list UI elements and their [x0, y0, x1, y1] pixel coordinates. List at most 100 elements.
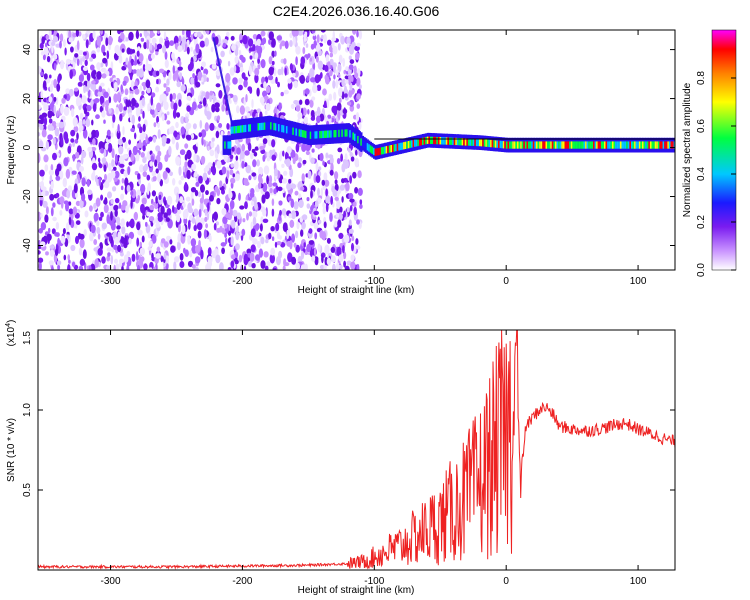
- spectrogram-noise-cell: [132, 69, 138, 74]
- spectrogram-noise-cell: [68, 208, 74, 215]
- spectrogram-noise-cell: [68, 37, 73, 43]
- spectrogram-noise-cell: [80, 155, 84, 165]
- spectrogram-noise-cell: [168, 72, 172, 81]
- spectrogram-noise-cell: [113, 244, 118, 250]
- spectrogram-noise-cell: [282, 188, 285, 194]
- spectrogram-noise-cell: [38, 104, 41, 110]
- spectrogram-noise-cell: [42, 54, 46, 61]
- spectrogram-ridge-core: [385, 146, 388, 154]
- spectrogram-noise-cell: [186, 169, 191, 180]
- spectrogram-ridge-core: [575, 141, 578, 149]
- spectrogram-noise-cell: [59, 209, 63, 216]
- spectrogram-noise-cell: [201, 91, 206, 97]
- spectrogram-ridge-core: [657, 141, 661, 149]
- spectrogram-noise-cell: [70, 108, 75, 118]
- spectrogram-ridge-core: [562, 141, 566, 149]
- spectrogram-ridge-core: [517, 141, 520, 149]
- spectrogram-noise-cell: [107, 142, 113, 153]
- spectrogram-noise-cell: [215, 254, 221, 264]
- spectrogram-noise-cell: [148, 136, 153, 142]
- spectrogram-ridge-core: [395, 143, 398, 152]
- spectrogram-noise-cell: [194, 256, 201, 264]
- spectrogram-noise-cell: [353, 206, 357, 216]
- spectrogram-noise-cell: [275, 76, 278, 84]
- spectrogram-noise-cell: [211, 250, 217, 259]
- spectrogram-noise-cell: [288, 178, 292, 184]
- spectrogram-noise-cell: [82, 55, 85, 62]
- spectrogram-noise-cell: [310, 116, 316, 121]
- spectrogram-noise-cell: [252, 210, 258, 218]
- spectrogram-noise-cell: [327, 114, 332, 119]
- spectrogram-noise-cell: [337, 63, 342, 73]
- spectrogram-noise-cell: [173, 261, 177, 270]
- spectrogram-noise-cell: [311, 30, 316, 34]
- spectrogram-noise-cell: [238, 254, 243, 263]
- spectrogram-ridge-core: [610, 141, 613, 149]
- spectrogram-noise-cell: [181, 30, 185, 35]
- spectrogram-noise-cell: [186, 149, 192, 160]
- spectrogram-noise-cell: [71, 261, 76, 268]
- spectrogram-ridge-core: [311, 131, 314, 139]
- spectrogram-noise-cell: [180, 84, 186, 92]
- spectrogram-noise-cell: [298, 157, 302, 163]
- spectrogram-noise-cell: [122, 200, 128, 207]
- spectrogram-noise-cell: [147, 103, 151, 112]
- spectrogram-noise-cell: [281, 163, 285, 168]
- spectrogram-noise-cell: [45, 141, 50, 150]
- spectrogram-noise-cell: [260, 59, 266, 69]
- spectrogram-ridge-core: [284, 125, 287, 133]
- spectrogram-noise-cell: [249, 87, 253, 94]
- spectrogram-noise-cell: [130, 153, 135, 162]
- spectrogram-ridge-core: [270, 122, 273, 130]
- spectrogram-noise-cell: [128, 112, 133, 118]
- spectrogram-ridge-core: [619, 141, 623, 149]
- spectrogram-noise-cell: [271, 154, 277, 161]
- x-tick-label: -100: [364, 576, 384, 587]
- spectrogram-noise-cell: [117, 123, 120, 134]
- spectrogram-noise-cell: [141, 90, 145, 96]
- spectrogram-noise-cell: [101, 44, 106, 54]
- spectrogram-noise-cell: [143, 84, 146, 91]
- spectrogram-noise-cell: [238, 77, 243, 84]
- spectrogram-noise-cell: [63, 131, 69, 141]
- spectrogram-noise-cell: [261, 194, 266, 204]
- spectrogram-ridge-core: [656, 141, 659, 149]
- spectrogram-noise-cell: [231, 146, 235, 152]
- spectrogram-noise-cell: [207, 162, 213, 168]
- x-tick-label: -300: [101, 276, 121, 287]
- spectrogram-noise-cell: [178, 60, 182, 67]
- spectrogram-ridge-core: [392, 144, 395, 152]
- spectrogram-noise-cell: [359, 199, 363, 205]
- spectrogram-noise-cell: [120, 84, 123, 93]
- spectrogram-noise-cell: [197, 71, 203, 81]
- y-tick-label: -20: [22, 189, 33, 204]
- spectrogram-ridge-core: [570, 141, 573, 149]
- spectrogram-noise-cell: [271, 208, 275, 217]
- spectrogram-noise-cell: [51, 125, 54, 131]
- spectrogram-ridge-core: [502, 141, 505, 149]
- spectrogram-ridge-core: [431, 136, 434, 144]
- spectrogram-noise-cell: [227, 60, 231, 67]
- spectrogram-noise-cell: [196, 222, 203, 231]
- spectrogram-noise-cell: [126, 47, 131, 55]
- spectrogram-noise-cell: [86, 72, 91, 82]
- spectrogram-noise-cell: [92, 69, 97, 80]
- spectrogram-ridge-core: [366, 143, 369, 151]
- spectrogram-ridge-core: [475, 138, 479, 147]
- spectrogram-noise-cell: [232, 94, 238, 103]
- spectrogram-ridge-core: [520, 141, 523, 149]
- spectrogram-noise-cell: [121, 136, 126, 143]
- colorbar-gradient: [711, 29, 737, 271]
- spectrogram-ridge-core: [472, 138, 475, 146]
- spectrogram-noise-cell: [220, 50, 225, 58]
- spectrogram-ridge-core: [662, 141, 665, 149]
- spectrogram-noise-cell: [136, 50, 140, 57]
- spectrogram-noise-cell: [60, 104, 64, 114]
- spectrogram-noise-cell: [123, 106, 127, 111]
- spectrogram-noise-cell: [321, 254, 324, 264]
- spectrogram-noise-cell: [334, 220, 338, 228]
- spectrogram-noise-cell: [280, 91, 284, 97]
- spectrogram-ridge-core: [564, 141, 567, 149]
- spectrogram-noise-cell: [118, 102, 123, 113]
- spectrogram-noise-cell: [302, 159, 307, 165]
